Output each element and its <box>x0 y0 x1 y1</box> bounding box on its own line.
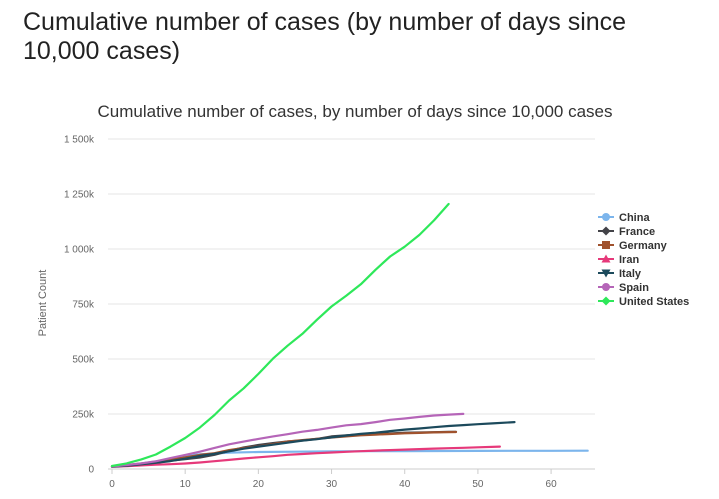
legend-marker-diamond-icon <box>601 296 611 306</box>
series-line-spain <box>110 412 465 468</box>
x-axis-ticks: 0 10 20 30 40 50 60 <box>109 469 557 490</box>
series-group <box>110 202 589 468</box>
legend: China France Germany Iran Italy Spain United S… <box>598 212 689 308</box>
legend-marker-square-icon <box>602 241 610 249</box>
x-tick-label: 0 <box>109 479 115 490</box>
legend-marker-triangle-down-icon <box>601 269 611 278</box>
legend-marker-triangle-icon <box>601 254 611 263</box>
grid-lines <box>108 138 595 415</box>
legend-item-italy[interactable]: Italy <box>598 268 642 280</box>
y-tick-label: 250k <box>72 410 95 421</box>
legend-label: United States <box>619 296 689 308</box>
legend-item-iran[interactable]: Iran <box>598 254 639 266</box>
legend-item-spain[interactable]: Spain <box>598 282 649 294</box>
x-tick-label: 20 <box>253 479 265 490</box>
y-tick-label: 1 250k <box>64 190 95 201</box>
page-heading: Cumulative number of cases (by number of… <box>23 8 627 65</box>
y-tick-label: 0 <box>88 465 94 476</box>
legend-item-germany[interactable]: Germany <box>598 240 668 252</box>
legend-label: Iran <box>619 254 639 266</box>
y-tick-label: 750k <box>72 300 95 311</box>
y-tick-label: 1 500k <box>64 135 95 146</box>
legend-label: France <box>619 226 655 238</box>
series-line-iran <box>110 445 501 468</box>
x-tick-label: 50 <box>472 479 484 490</box>
x-tick-label: 30 <box>326 479 338 490</box>
legend-item-france[interactable]: France <box>598 226 655 238</box>
x-tick-label: 40 <box>399 479 411 490</box>
legend-marker-circle-icon <box>602 213 610 221</box>
legend-marker-circle-icon <box>602 283 610 291</box>
legend-item-china[interactable]: China <box>598 212 650 224</box>
series-line-united-states <box>110 202 450 468</box>
legend-marker-diamond-icon <box>601 226 611 236</box>
legend-label: Spain <box>619 282 649 294</box>
x-tick-label: 10 <box>180 479 192 490</box>
x-tick-label: 60 <box>546 479 558 490</box>
y-axis-label: Patient Count <box>37 270 49 337</box>
legend-label: Germany <box>619 240 668 252</box>
y-tick-label: 500k <box>72 355 95 366</box>
y-axis-ticks: 0 250k 500k 750k 1 000k 1 250k 1 500k <box>64 135 95 476</box>
y-tick-label: 1 000k <box>64 245 95 256</box>
legend-label: Italy <box>619 268 642 280</box>
chart-title: Cumulative number of cases, by number of… <box>98 102 613 121</box>
legend-label: China <box>619 212 650 224</box>
series-line-italy <box>110 421 516 468</box>
legend-item-united-states[interactable]: United States <box>598 296 689 308</box>
